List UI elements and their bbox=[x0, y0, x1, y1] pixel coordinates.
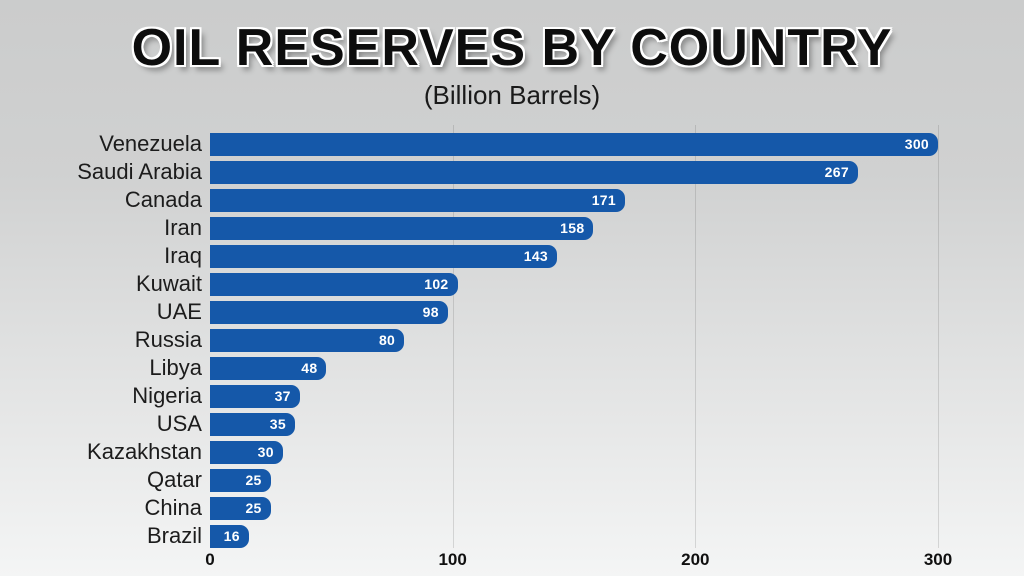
bar-label: Saudi Arabia bbox=[77, 159, 202, 184]
bar-row: Brazil 16 bbox=[0, 522, 1024, 550]
bar-track: 35 bbox=[210, 412, 1024, 436]
bar-row: Libya 48 bbox=[0, 354, 1024, 382]
bar-track: 37 bbox=[210, 384, 1024, 408]
chart-header: OIL RESERVES BY COUNTRY (Billion Barrels… bbox=[0, 0, 1024, 111]
chart-title: OIL RESERVES BY COUNTRY bbox=[131, 19, 893, 77]
bar-row: Iran 158 bbox=[0, 214, 1024, 242]
bar-track: 16 bbox=[210, 524, 1024, 548]
bar: 80 bbox=[210, 328, 405, 352]
bar-value-label: 143 bbox=[523, 248, 548, 264]
bar-value-label: 37 bbox=[274, 388, 291, 404]
bar-track: 267 bbox=[210, 160, 1024, 184]
bar-value-label: 16 bbox=[223, 528, 240, 544]
bar: 102 bbox=[210, 272, 458, 296]
bar: 16 bbox=[210, 524, 249, 548]
x-axis: 0 100 200 300 bbox=[205, 548, 1016, 574]
x-tick-300: 300 bbox=[923, 550, 953, 569]
bar-value-label: 30 bbox=[257, 444, 274, 460]
bar-track: 25 bbox=[210, 468, 1024, 492]
bar-value-label: 48 bbox=[301, 360, 318, 376]
bar-label: Qatar bbox=[146, 467, 202, 492]
bar-label: China bbox=[144, 495, 202, 520]
bar-value-label: 35 bbox=[269, 416, 286, 432]
bar-track: 25 bbox=[210, 496, 1024, 520]
bar-label: Brazil bbox=[146, 523, 202, 548]
bar-rows: Venezuela 300 Saudi Arabia 267 Canada 17… bbox=[0, 130, 1024, 550]
bar-label: Kuwait bbox=[135, 271, 202, 296]
bar: 143 bbox=[210, 244, 557, 268]
bar-value-label: 171 bbox=[591, 192, 616, 208]
bar-row: Qatar 25 bbox=[0, 466, 1024, 494]
bar: 267 bbox=[210, 160, 858, 184]
bar-label: UAE bbox=[156, 299, 202, 324]
x-tick-0: 0 bbox=[205, 550, 215, 569]
bar-value-label: 300 bbox=[904, 136, 929, 152]
bar: 171 bbox=[210, 188, 625, 212]
bar-label: Nigeria bbox=[132, 383, 202, 408]
bar-label: Russia bbox=[134, 327, 202, 352]
bar-track: 102 bbox=[210, 272, 1024, 296]
bar-value-label: 80 bbox=[378, 332, 396, 348]
bar-row: Saudi Arabia 267 bbox=[0, 158, 1024, 186]
bar-track: 143 bbox=[210, 244, 1024, 268]
chart-subtitle: (Billion Barrels) bbox=[423, 80, 601, 110]
bar: 30 bbox=[210, 440, 283, 464]
bar-track: 98 bbox=[210, 300, 1024, 324]
bar-value-label: 267 bbox=[824, 164, 849, 180]
x-tick-200: 200 bbox=[681, 550, 710, 569]
bar-label: Iran bbox=[164, 215, 202, 240]
bar-row: Nigeria 37 bbox=[0, 382, 1024, 410]
bar-row: Venezuela 300 bbox=[0, 130, 1024, 158]
bar-label: Libya bbox=[149, 355, 202, 380]
bar: 25 bbox=[210, 468, 271, 492]
bar-track: 300 bbox=[210, 132, 1024, 156]
bar-value-label: 25 bbox=[245, 500, 262, 516]
bar: 25 bbox=[210, 496, 271, 520]
bar-value-label: 98 bbox=[422, 304, 439, 320]
bar-row: Kazakhstan 30 bbox=[0, 438, 1024, 466]
bar-value-label: 102 bbox=[424, 276, 449, 292]
bar-track: 48 bbox=[210, 356, 1024, 380]
bar-row: Russia 80 bbox=[0, 326, 1024, 354]
bar-row: Iraq 143 bbox=[0, 242, 1024, 270]
bar-chart: Venezuela 300 Saudi Arabia 267 Canada 17… bbox=[0, 125, 1024, 569]
bar-value-label: 25 bbox=[245, 472, 262, 488]
bar-label: Kazakhstan bbox=[87, 439, 202, 464]
bar-label: USA bbox=[156, 411, 202, 436]
bar-row: UAE 98 bbox=[0, 298, 1024, 326]
bar-row: Kuwait 102 bbox=[0, 270, 1024, 298]
bar: 35 bbox=[210, 412, 295, 436]
bar: 98 bbox=[210, 300, 448, 324]
bar-label: Canada bbox=[124, 187, 202, 212]
bar-value-label: 158 bbox=[560, 220, 585, 236]
bar: 300 bbox=[210, 132, 938, 156]
bar-track: 80 bbox=[210, 328, 1024, 352]
bar: 158 bbox=[210, 216, 594, 240]
bar: 48 bbox=[210, 356, 327, 380]
x-tick-100: 100 bbox=[438, 550, 467, 569]
bar-row: USA 35 bbox=[0, 410, 1024, 438]
bar-row: China 25 bbox=[0, 494, 1024, 522]
bar-track: 171 bbox=[210, 188, 1024, 212]
bar: 37 bbox=[210, 384, 300, 408]
bar-label: Venezuela bbox=[99, 131, 202, 156]
bar-track: 30 bbox=[210, 440, 1024, 464]
bar-label: Iraq bbox=[164, 243, 202, 268]
bar-track: 158 bbox=[210, 216, 1024, 240]
bar-row: Canada 171 bbox=[0, 186, 1024, 214]
